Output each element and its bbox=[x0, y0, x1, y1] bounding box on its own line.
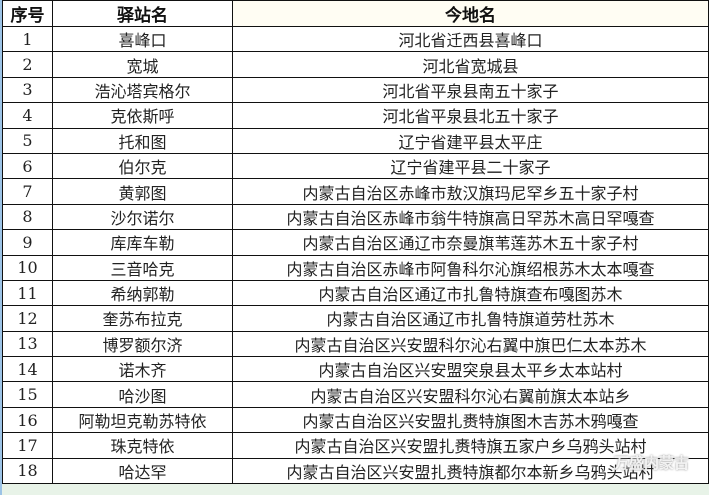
cell-station: 阿勒坦克勒苏特依 bbox=[52, 406, 233, 434]
table-row: 18 哈达罕 内蒙古自治区兴安盟扎赉特旗都尔本新乡乌鸦头站村 bbox=[2, 457, 709, 485]
cell-modern-place: 河北省宽城县 bbox=[232, 51, 709, 78]
table-row: 2 宽城 河北省宽城县 bbox=[2, 51, 709, 78]
cell-modern-place: 内蒙古自治区通辽市扎鲁特旗道劳杜苏木 bbox=[232, 305, 709, 332]
table-row: 6 伯尔克 辽宁省建平县二十家子 bbox=[2, 152, 709, 180]
cell-station: 浩沁塔宾格尔 bbox=[52, 76, 233, 104]
cell-station: 诺木齐 bbox=[52, 356, 233, 383]
table-row: 13 博罗额尔济 内蒙古自治区兴安盟科尔沁右翼中旗巴仁太本苏木 bbox=[2, 330, 709, 358]
cell-modern-place: 内蒙古自治区兴安盟扎赉特旗都尔本新乡乌鸦头站村 bbox=[232, 457, 709, 485]
table-row: 14 诺木齐 内蒙古自治区兴安盟突泉县太平乡太本站村 bbox=[2, 356, 709, 383]
cell-station: 奎苏布拉克 bbox=[52, 305, 233, 332]
cell-modern-place: 河北省平泉县南五十家子 bbox=[232, 76, 709, 104]
cell-index: 9 bbox=[2, 229, 53, 256]
table-row: 7 黄郭图 内蒙古自治区赤峰市敖汉旗玛尼罕乡五十家子村 bbox=[2, 178, 709, 205]
table-row: 8 沙尔诺尔 内蒙古自治区赤峰市翁牛特旗高日罕苏木高日罕嘎查 bbox=[2, 203, 709, 231]
cell-modern-place: 内蒙古自治区兴安盟科尔沁右翼中旗巴仁太本苏木 bbox=[232, 330, 709, 358]
left-border bbox=[0, 0, 2, 495]
table-row: 5 托和图 辽宁省建平县太平庄 bbox=[2, 127, 709, 154]
station-table: 序号 驿站名 今地名 1 喜峰口 河北省迁西县喜峰口 2 宽城 河北省宽城县 3 浩沁塔宾格尔… bbox=[2, 0, 709, 485]
table-row: 9 库库车勒 内蒙古自治区通辽市奈曼旗苇莲苏木五十家子村 bbox=[2, 229, 709, 256]
cell-station: 克依斯呼 bbox=[52, 102, 233, 129]
cell-station: 宽城 bbox=[52, 51, 233, 78]
table-row: 4 克依斯呼 河北省平泉县北五十家子 bbox=[2, 102, 709, 129]
cell-index: 3 bbox=[2, 76, 53, 104]
cell-modern-place: 内蒙古自治区兴安盟扎赉特旗五家户乡乌鸦头站村 bbox=[232, 432, 709, 459]
cell-index: 7 bbox=[2, 178, 53, 205]
cell-index: 1 bbox=[2, 25, 53, 53]
table-row: 3 浩沁塔宾格尔 河北省平泉县南五十家子 bbox=[2, 76, 709, 104]
cell-index: 15 bbox=[2, 381, 53, 408]
cell-index: 8 bbox=[2, 203, 53, 231]
table-row: 17 珠克特依 内蒙古自治区兴安盟扎赉特旗五家户乡乌鸦头站村 bbox=[2, 432, 709, 459]
header-station: 驿站名 bbox=[52, 0, 233, 27]
header-modern-place: 今地名 bbox=[232, 0, 709, 27]
cell-modern-place: 内蒙古自治区兴安盟突泉县太平乡太本站村 bbox=[232, 356, 709, 383]
cell-station: 库库车勒 bbox=[52, 229, 233, 256]
cell-modern-place: 辽宁省建平县二十家子 bbox=[232, 152, 709, 180]
cell-station: 伯尔克 bbox=[52, 152, 233, 180]
cell-station: 黄郭图 bbox=[52, 178, 233, 205]
table-row: 16 阿勒坦克勒苏特依 内蒙古自治区兴安盟扎赉特旗图木吉苏木鸦嘎查 bbox=[2, 406, 709, 434]
cell-station: 哈沙图 bbox=[52, 381, 233, 408]
cell-station: 三音哈克 bbox=[52, 254, 233, 281]
cell-modern-place: 内蒙古自治区兴安盟扎赉特旗图木吉苏木鸦嘎查 bbox=[232, 406, 709, 434]
cell-modern-place: 河北省迁西县喜峰口 bbox=[232, 25, 709, 53]
cell-modern-place: 内蒙古自治区赤峰市翁牛特旗高日罕苏木高日罕嘎查 bbox=[232, 203, 709, 231]
cell-station: 哈达罕 bbox=[52, 457, 233, 485]
cell-index: 12 bbox=[2, 305, 53, 332]
cell-index: 2 bbox=[2, 51, 53, 78]
cell-index: 4 bbox=[2, 102, 53, 129]
watermark: 万盛内蒙古 bbox=[613, 454, 689, 472]
header-index: 序号 bbox=[2, 0, 53, 27]
cell-station: 珠克特依 bbox=[52, 432, 233, 459]
cell-station: 沙尔诺尔 bbox=[52, 203, 233, 231]
table-row: 10 三音哈克 内蒙古自治区赤峰市阿鲁科尔沁旗绍根苏木太本嘎查 bbox=[2, 254, 709, 281]
header-row: 序号 驿站名 今地名 bbox=[2, 0, 709, 27]
cell-index: 5 bbox=[2, 127, 53, 154]
cell-modern-place: 内蒙古自治区赤峰市敖汉旗玛尼罕乡五十家子村 bbox=[232, 178, 709, 205]
table-row: 12 奎苏布拉克 内蒙古自治区通辽市扎鲁特旗道劳杜苏木 bbox=[2, 305, 709, 332]
cell-modern-place: 辽宁省建平县太平庄 bbox=[232, 127, 709, 154]
cell-index: 13 bbox=[2, 330, 53, 358]
cell-station: 托和图 bbox=[52, 127, 233, 154]
cell-station: 希纳郭勒 bbox=[52, 279, 233, 307]
cell-index: 11 bbox=[2, 279, 53, 307]
cell-index: 14 bbox=[2, 356, 53, 383]
cell-modern-place: 内蒙古自治区通辽市扎鲁特旗查布嘎图苏木 bbox=[232, 279, 709, 307]
cell-index: 17 bbox=[2, 432, 53, 459]
table-row: 15 哈沙图 内蒙古自治区兴安盟科尔沁右翼前旗太本站乡 bbox=[2, 381, 709, 408]
table-row: 1 喜峰口 河北省迁西县喜峰口 bbox=[2, 25, 709, 53]
cell-index: 16 bbox=[2, 406, 53, 434]
cell-index: 6 bbox=[2, 152, 53, 180]
cell-modern-place: 河北省平泉县北五十家子 bbox=[232, 102, 709, 129]
cell-station: 博罗额尔济 bbox=[52, 330, 233, 358]
cell-index: 18 bbox=[2, 457, 53, 485]
cell-modern-place: 内蒙古自治区兴安盟科尔沁右翼前旗太本站乡 bbox=[232, 381, 709, 408]
cell-index: 10 bbox=[2, 254, 53, 281]
cell-station: 喜峰口 bbox=[52, 25, 233, 53]
cell-modern-place: 内蒙古自治区赤峰市阿鲁科尔沁旗绍根苏木太本嘎查 bbox=[232, 254, 709, 281]
table-row: 11 希纳郭勒 内蒙古自治区通辽市扎鲁特旗查布嘎图苏木 bbox=[2, 279, 709, 307]
cell-modern-place: 内蒙古自治区通辽市奈曼旗苇莲苏木五十家子村 bbox=[232, 229, 709, 256]
